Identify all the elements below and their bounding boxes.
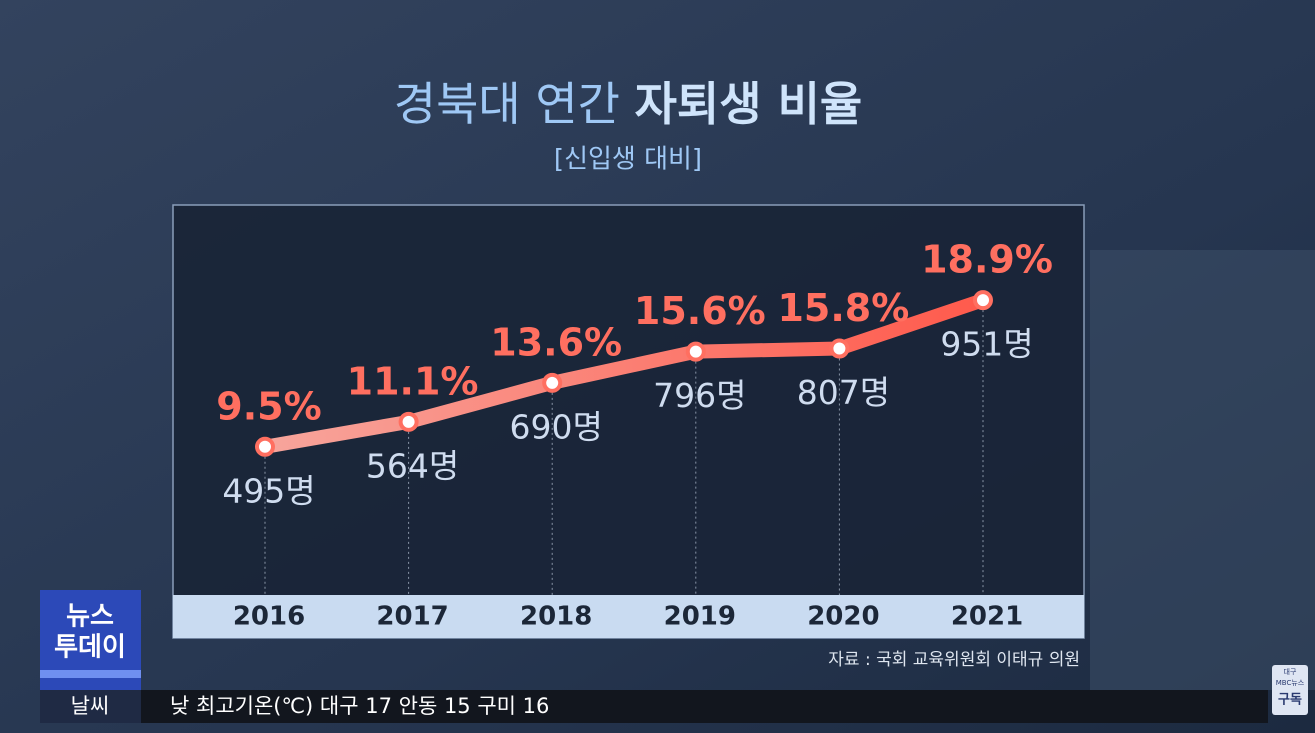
count-label: 690명: [510, 407, 603, 446]
count-label: 495명: [222, 471, 315, 510]
value-label: 15.6%: [634, 289, 766, 333]
count-label: 951명: [940, 325, 1033, 364]
value-label: 15.8%: [777, 286, 909, 330]
x-tick-label: 2021: [951, 602, 1023, 632]
count-label: 807명: [797, 373, 890, 412]
value-label: 11.1%: [347, 359, 479, 403]
value-label: 13.6%: [490, 320, 622, 364]
x-tick-label: 2019: [664, 602, 736, 632]
ticker-bar: [40, 690, 1268, 723]
count-label: 796명: [653, 376, 746, 415]
value-label: 9.5%: [216, 384, 321, 428]
ticker-label-box: [40, 690, 141, 723]
logo-line1: 뉴스: [66, 602, 114, 632]
x-tick-label: 2018: [520, 602, 592, 632]
count-label: 564명: [366, 446, 459, 485]
source: 자료 : 국회 교육위원회 이태규 의원: [828, 650, 1080, 670]
chart-panel: [172, 204, 1085, 639]
data-point: [685, 341, 706, 362]
subtitle: [신입생 대비]: [554, 145, 702, 175]
data-line: [258, 293, 990, 454]
title-bold: 자퇴생 비율: [635, 77, 863, 131]
badge-line2: MBC뉴스: [1276, 679, 1305, 687]
x-tick-label: 2016: [233, 602, 305, 632]
building-backdrop: [1090, 250, 1315, 690]
data-point: [398, 411, 419, 432]
chart-title: 경북대 연간 자퇴생 비율: [394, 77, 862, 131]
data-point: [829, 338, 850, 359]
ticker-text: 낮 최고기온(℃) 대구 17 안동 15 구미 16: [170, 694, 549, 718]
x-tick-label: 2017: [376, 602, 448, 632]
value-label: 18.9%: [921, 238, 1053, 282]
data-point: [255, 436, 275, 457]
title-plain: 경북대 연간: [394, 77, 620, 131]
ticker-label: 날씨: [71, 694, 110, 718]
subscribe-badge[interactable]: [1272, 665, 1308, 715]
data-point: [542, 372, 563, 393]
plot: 9.5% 495명 2016 11.1% 564명 2017 13.6% 690명 2018 15…: [216, 238, 1053, 632]
x-axis-band: [173, 595, 1084, 638]
x-tick-label: 2020: [807, 602, 879, 632]
badge-line3: 구독: [1278, 693, 1302, 708]
badge-line1: 대구: [1284, 668, 1297, 676]
data-point: [973, 290, 993, 311]
logo-line2: 투데이: [54, 633, 126, 663]
logo-stripe: [40, 670, 141, 678]
